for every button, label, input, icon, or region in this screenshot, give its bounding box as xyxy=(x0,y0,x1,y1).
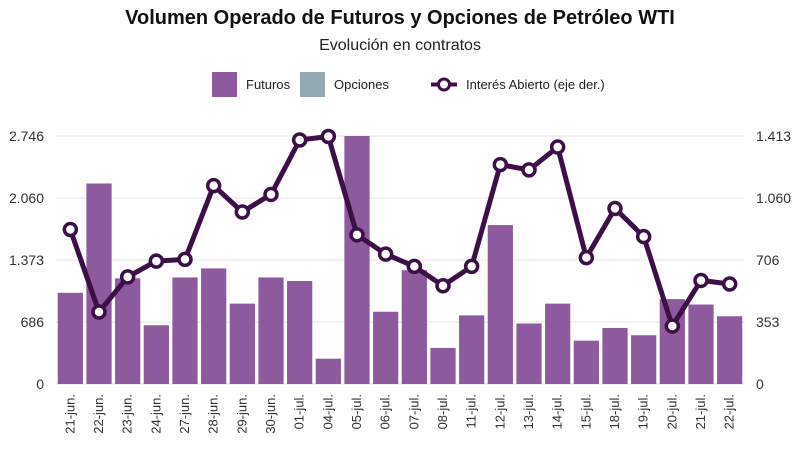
open-interest-point xyxy=(91,304,107,320)
open-interest-point xyxy=(148,253,165,269)
y-left-tick-label: 2.060 xyxy=(9,190,44,206)
x-tick-label: 13-jul. xyxy=(521,394,536,429)
bar-futuros xyxy=(172,277,198,384)
x-tick-label: 21-jul. xyxy=(693,394,708,429)
bar-futuros xyxy=(545,303,571,384)
x-tick-label: 24-jun. xyxy=(148,394,163,434)
bar-futuros xyxy=(373,311,399,384)
x-tick-label: 05-jul. xyxy=(349,394,364,429)
x-tick-label: 15-jul. xyxy=(578,394,593,429)
x-tick-label: 18-jul. xyxy=(607,394,622,429)
y-right-tick-label: 1.413 xyxy=(756,128,791,144)
y-right-tick-label: 0 xyxy=(756,376,764,392)
bar-futuros xyxy=(258,277,284,384)
bar-futuros xyxy=(401,270,427,384)
x-tick-label: 01-jul. xyxy=(292,394,307,429)
x-tick-label: 21-jun. xyxy=(62,394,77,434)
chart-subtitle: Evolución en contratos xyxy=(319,37,481,54)
open-interest-point xyxy=(607,200,623,217)
y-right-tick-label: 1.060 xyxy=(756,190,791,206)
legend: Futuros Opciones Interés Abierto (eje de… xyxy=(212,72,605,97)
x-tick-label: 22-jun. xyxy=(91,394,106,434)
open-interest-point xyxy=(463,258,480,275)
chart-title: Volumen Operado de Futuros y Opciones de… xyxy=(125,7,675,29)
open-interest-point xyxy=(721,276,738,292)
bar-futuros xyxy=(57,292,83,384)
x-tick-label: 20-jul. xyxy=(664,394,679,429)
bar-futuros xyxy=(344,136,370,384)
y-right-tick-label: 706 xyxy=(756,252,780,268)
open-interest-point xyxy=(263,186,279,203)
x-tick-label: 29-jun. xyxy=(234,394,249,434)
open-interest-point xyxy=(62,221,79,238)
bar-futuros xyxy=(229,303,255,384)
open-interest-point xyxy=(435,277,451,294)
bar-futuros xyxy=(315,358,341,384)
open-interest-point xyxy=(549,139,566,155)
open-interest-point xyxy=(291,132,308,148)
bars xyxy=(57,136,743,384)
bar-futuros xyxy=(573,340,599,384)
open-interest-point xyxy=(578,249,595,266)
bar-futuros xyxy=(201,268,227,384)
open-interest-point xyxy=(635,228,652,245)
x-tick-label: 08-jul. xyxy=(435,394,450,429)
x-tick-label: 12-jul. xyxy=(492,394,507,429)
bar-futuros xyxy=(143,325,169,384)
open-interest-point xyxy=(521,162,537,178)
bar-futuros xyxy=(602,328,628,384)
y-left-tick-label: 2.746 xyxy=(9,128,44,144)
legend-label-interes: Interés Abierto (eje der.) xyxy=(466,77,605,92)
open-interest-point xyxy=(320,128,337,145)
x-tick-label: 28-jun. xyxy=(206,394,221,434)
open-interest-point xyxy=(693,272,709,289)
x-axis: 21-jun. 22-jun. 23-jun. 24-jun. 27-jun. 28-ju… xyxy=(62,394,736,434)
open-interest-point xyxy=(119,269,136,285)
x-tick-label: 23-jun. xyxy=(120,394,135,434)
y-left-tick-label: 0 xyxy=(36,376,44,392)
open-interest-point xyxy=(377,246,394,262)
open-interest-line-path xyxy=(67,134,733,329)
bar-futuros xyxy=(516,323,542,384)
x-tick-label: 07-jul. xyxy=(406,394,421,429)
bar-futuros xyxy=(430,347,456,384)
bar-futuros xyxy=(115,278,141,384)
legend-marker-interes xyxy=(437,77,451,92)
open-interest-point xyxy=(177,251,193,268)
y-left-tick-label: 1.373 xyxy=(9,252,44,268)
x-tick-label: 04-jul. xyxy=(320,394,335,429)
x-tick-label: 30-jun. xyxy=(263,394,278,434)
x-tick-label: 22-jul. xyxy=(722,394,737,429)
legend-swatch-futuros xyxy=(212,72,237,97)
x-tick-label: 27-jun. xyxy=(177,394,192,434)
open-interest-point xyxy=(234,204,251,220)
x-tick-label: 11-jul. xyxy=(464,394,479,428)
open-interest-point xyxy=(349,227,365,243)
bar-futuros xyxy=(631,335,657,384)
x-tick-label: 19-jul. xyxy=(636,394,651,429)
open-interest-point xyxy=(664,318,681,334)
bar-futuros xyxy=(717,316,743,384)
y-left-tick-label: 686 xyxy=(21,314,45,330)
legend-swatch-opciones xyxy=(300,72,325,97)
legend-label-futuros: Futuros xyxy=(246,77,291,92)
x-tick-label: 06-jul. xyxy=(378,394,393,429)
y-right-tick-label: 353 xyxy=(756,314,780,330)
legend-label-opciones: Opciones xyxy=(334,77,389,92)
open-interest-point xyxy=(406,258,423,275)
bar-futuros xyxy=(287,281,313,384)
open-interest-point xyxy=(492,156,509,173)
bar-futuros xyxy=(688,304,714,384)
y-axis-left: 0 686 1.373 2.060 2.746 xyxy=(9,128,44,392)
bar-futuros xyxy=(459,315,485,384)
y-axis-right: 0 353 706 1.060 1.413 xyxy=(756,128,791,392)
x-tick-label: 14-jul. xyxy=(550,394,565,429)
open-interest-line xyxy=(62,128,738,334)
bar-futuros xyxy=(487,225,513,384)
open-interest-point xyxy=(205,177,222,194)
